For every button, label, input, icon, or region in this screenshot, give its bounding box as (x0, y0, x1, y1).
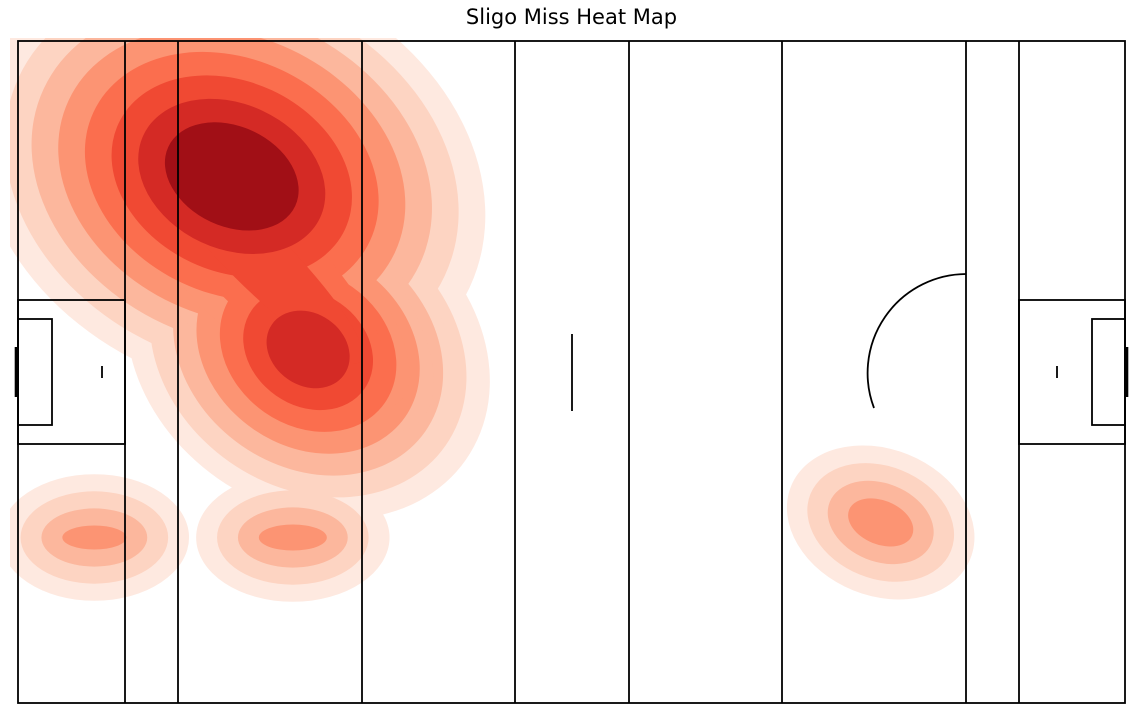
heat-contour-1-level-6 (266, 310, 350, 389)
heat-contour-2-level-3 (62, 525, 127, 550)
large-rectangle-right (1018, 299, 1126, 445)
arc-right (866, 273, 967, 409)
small-rectangle-right (1091, 318, 1126, 426)
heat-contour-4-level-3 (848, 498, 914, 547)
heat-contour-0-level-7 (164, 122, 299, 231)
small-rectangle-left (17, 318, 53, 426)
chart-title: Sligo Miss Heat Map (465, 5, 678, 29)
pitch-markings (14, 40, 1129, 704)
heat-contour-3-level-3 (258, 524, 327, 551)
heat-contours (10, 38, 975, 602)
